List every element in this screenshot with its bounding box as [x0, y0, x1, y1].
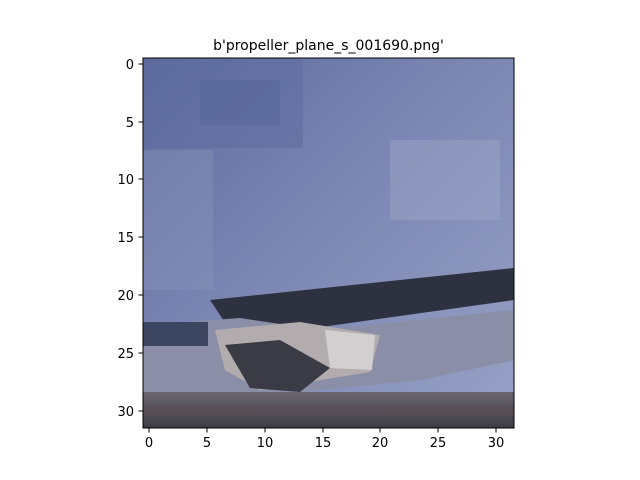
- y-axis: 0 5 10 15 20 25 30: [117, 58, 143, 420]
- y-tick-label: 10: [117, 173, 134, 188]
- y-tick-label: 0: [126, 58, 134, 73]
- y-tick-label: 15: [117, 231, 134, 246]
- x-tick-label: 15: [315, 436, 332, 451]
- x-tick-label: 25: [430, 436, 447, 451]
- x-tick-label: 0: [145, 436, 153, 451]
- y-tick-label: 30: [117, 405, 134, 420]
- image-title: b'propeller_plane_s_001690.png': [213, 38, 444, 54]
- x-tick-label: 20: [372, 436, 389, 451]
- axes-frame: [142, 57, 515, 429]
- y-tick-label: 20: [117, 289, 134, 304]
- x-axis: 0 5 10 15 20 25 30: [145, 428, 504, 451]
- x-tick-label: 10: [257, 436, 274, 451]
- x-tick-label: 30: [488, 436, 505, 451]
- x-tick-label: 5: [203, 436, 211, 451]
- pixel-image: [143, 58, 514, 428]
- y-tick-label: 5: [126, 116, 134, 131]
- y-tick-label: 25: [117, 347, 134, 362]
